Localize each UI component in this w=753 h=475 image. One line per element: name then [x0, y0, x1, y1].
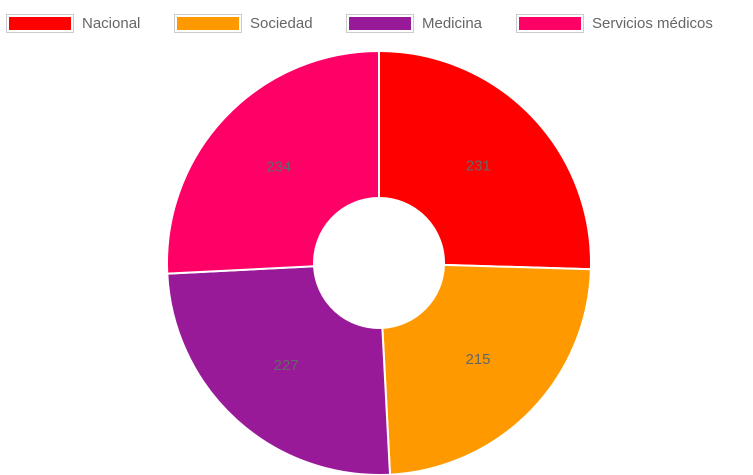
value-label: 227	[274, 357, 299, 374]
value-label: 231	[466, 157, 491, 174]
legend-swatch-border	[174, 14, 242, 33]
value-label: 234	[266, 159, 291, 176]
slice	[381, 263, 592, 475]
legend-swatch-border	[6, 14, 74, 33]
legend-swatch	[175, 15, 241, 32]
legend-text: Medicina	[422, 15, 483, 32]
legend-swatch-border	[516, 14, 584, 33]
legend-text: Nacional	[82, 15, 140, 32]
slice	[166, 265, 392, 475]
legend-swatch	[7, 15, 73, 32]
legend-swatch	[517, 15, 583, 32]
legend-swatch-border	[346, 14, 414, 33]
value-label: 215	[466, 351, 491, 368]
legend-text: Sociedad	[250, 15, 313, 32]
slice	[378, 49, 592, 271]
legend-text: Servicios médicos	[592, 15, 713, 32]
legend-swatch	[347, 15, 413, 32]
slice	[166, 49, 380, 275]
